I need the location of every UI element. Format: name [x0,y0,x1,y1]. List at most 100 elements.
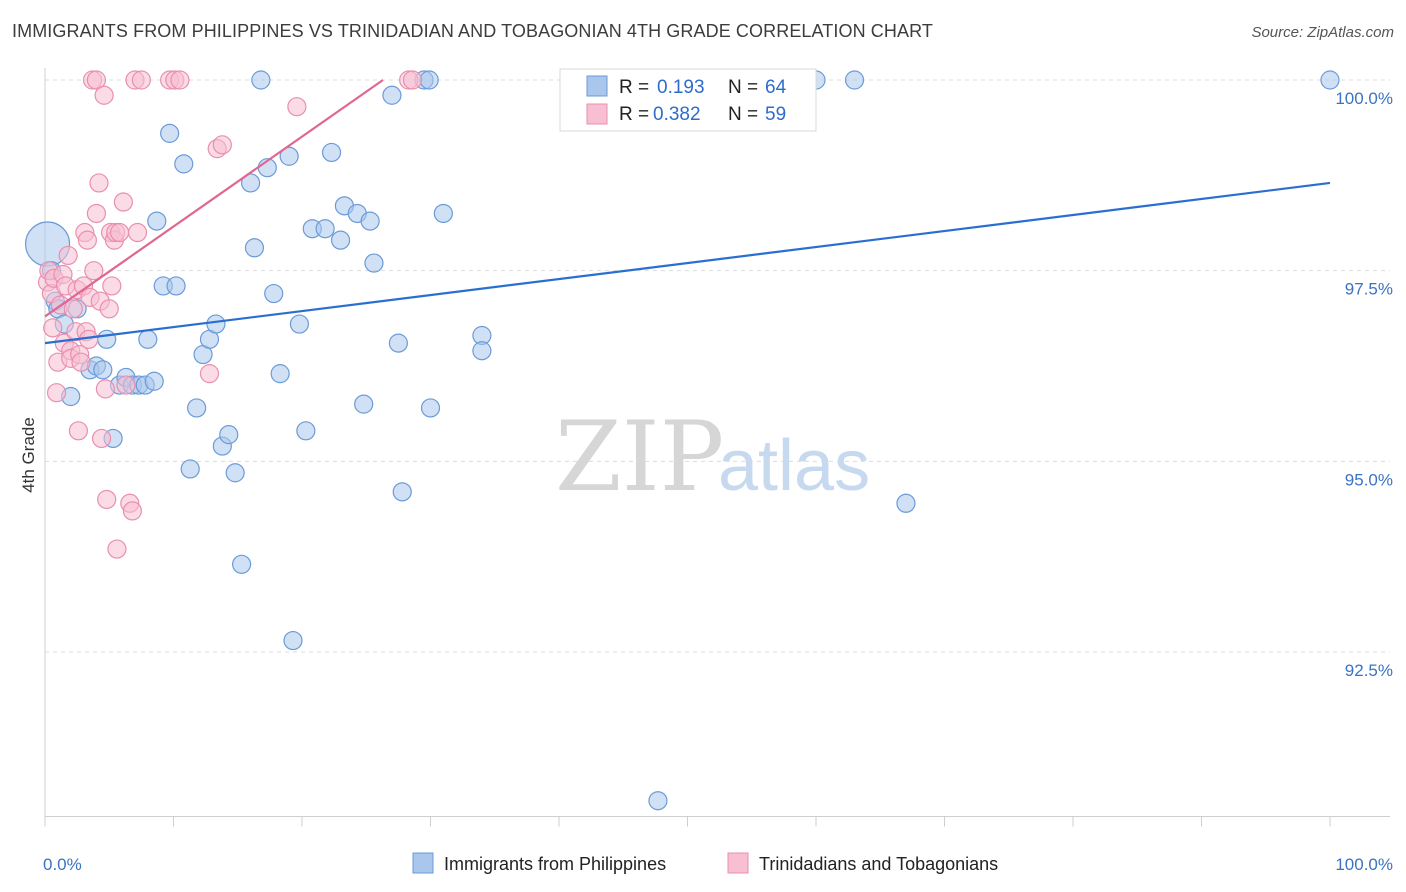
legend-n-value-blue: 64 [765,77,787,98]
chart-title: IMMIGRANTS FROM PHILIPPINES VS TRINIDADI… [12,21,933,41]
point-trinidad [91,428,112,449]
legend-r-value-pink: 0.382 [653,104,701,125]
point-philippines [392,482,412,502]
point-philippines [180,459,200,479]
point-philippines [648,791,668,811]
point-trinidad [122,501,142,521]
point-philippines [232,554,252,574]
point-philippines [174,154,194,174]
point-trinidad [95,379,115,399]
point-trinidad [89,173,109,193]
point-philippines [844,70,865,90]
y-tick-label: 100.0% [1335,89,1393,108]
point-trinidad [402,70,423,90]
point-philippines [279,146,299,166]
watermark-zip: ZIP [555,401,724,513]
point-trinidad [86,203,107,224]
x-tick-label-min: 0.0% [43,855,82,874]
point-trinidad [109,222,130,243]
point-trinidad [170,70,190,90]
legend-swatch-blue [586,75,608,97]
point-philippines [420,398,441,418]
point-philippines [138,329,158,349]
point-philippines [382,85,402,105]
point-philippines [354,394,374,414]
source-label: Source: ZipAtlas.com [1251,24,1394,41]
point-philippines [289,314,310,334]
point-philippines [97,329,117,349]
point-trinidad [71,352,91,372]
series-label-trinidad: Trinidadians and Tobagonians [759,854,998,874]
stats-legend: R = 0.193 N = 64 R = 0.382 N = 59 [559,68,817,132]
data-points [24,70,1340,811]
point-philippines [166,276,186,296]
point-trinidad [43,318,63,338]
point-philippines [419,70,439,90]
point-trinidad [63,299,83,319]
point-philippines [1320,70,1340,90]
point-trinidad [46,383,67,403]
point-trinidad [97,489,117,510]
point-trinidad [127,222,148,243]
point-trinidad [84,261,104,281]
point-trinidad [131,70,151,90]
legend-r-label-blue: R = [619,77,649,98]
point-philippines [219,425,239,445]
point-trinidad [107,539,127,559]
point-philippines [264,283,284,304]
point-philippines [241,173,261,193]
series-swatch-trinidad [727,852,749,874]
point-trinidad [199,364,220,384]
point-philippines [296,421,316,441]
point-trinidad [287,97,307,117]
y-axis-label: 4th Grade [19,417,38,493]
watermark-atlas: atlas [718,426,870,506]
point-philippines [144,371,164,391]
y-tick-label: 95.0% [1345,470,1393,489]
point-philippines [160,123,180,143]
point-trinidad [68,421,89,441]
series-label-philippines: Immigrants from Philippines [444,854,666,874]
point-philippines [364,253,384,273]
y-tick-label: 92.5% [1345,661,1393,680]
point-philippines [321,142,342,163]
point-philippines [225,463,245,483]
point-philippines [93,360,113,380]
series-legend: Immigrants from Philippines Trinidadians… [412,852,998,874]
legend-r-label-pink: R = [619,104,649,125]
watermark: ZIP atlas [555,401,870,513]
point-philippines [472,341,492,361]
point-trinidad [102,276,122,296]
point-philippines [433,203,453,224]
point-trinidad [212,135,232,155]
y-tick-label: 97.5% [1345,280,1393,299]
trend-line-philippines [44,181,1331,345]
grid: 92.5% 95.0% 97.5% 100.0% [45,79,1393,680]
point-philippines [251,70,271,90]
point-philippines [388,333,408,353]
legend-swatch-pink [586,103,608,125]
legend-n-label-pink: N = [728,104,758,125]
point-philippines [283,630,303,651]
point-philippines [330,230,351,250]
point-philippines [147,211,167,231]
point-trinidad [58,245,78,266]
point-philippines [206,314,226,334]
point-philippines [187,398,207,418]
series-swatch-philippines [412,852,434,874]
point-trinidad [77,230,98,250]
point-philippines [360,211,380,231]
point-trinidad [86,70,107,90]
x-tick-label-max: 100.0% [1335,855,1393,874]
point-philippines [244,238,265,258]
point-trinidad [99,299,119,319]
point-philippines [896,493,916,513]
axes: 0.0% 100.0% [43,68,1393,874]
point-trinidad [94,85,114,105]
point-trinidad [116,375,136,395]
legend-r-value-blue: 0.193 [657,77,705,98]
trend-lines [44,79,1331,345]
trend-line-trinidad [44,79,384,318]
point-trinidad [113,192,133,212]
